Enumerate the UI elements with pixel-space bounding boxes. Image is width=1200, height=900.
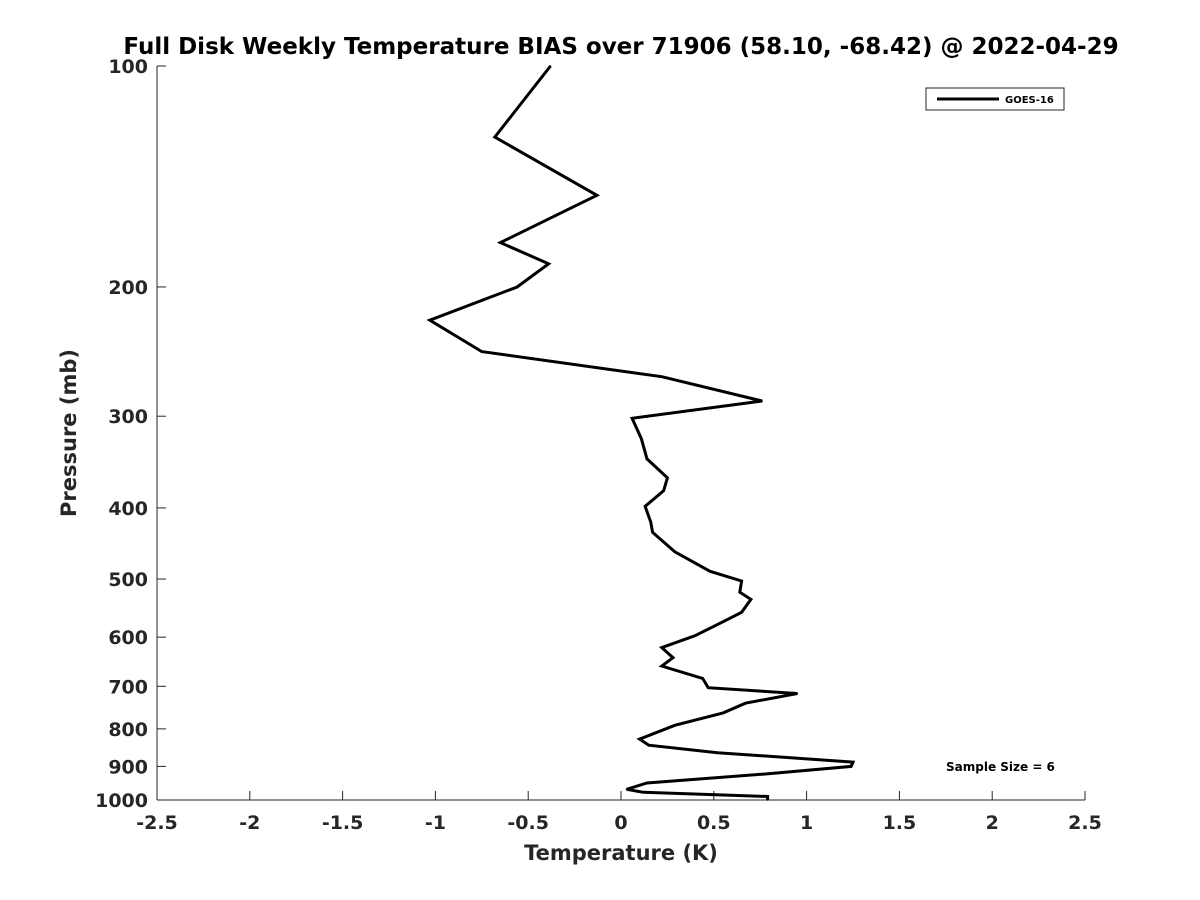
series-point [481, 350, 483, 353]
series-point [661, 646, 663, 649]
y-axis-label: Pressure (mb) [57, 349, 81, 517]
y-tick-label: 300 [108, 406, 148, 428]
series-point [763, 773, 765, 775]
series-point [739, 591, 741, 593]
x-tick-label: -2 [239, 812, 260, 834]
x-tick-label: -1.5 [322, 812, 364, 834]
series-point [740, 611, 743, 614]
series-point [646, 782, 648, 784]
y-tick-label: 900 [108, 756, 148, 778]
series-group [426, 65, 856, 801]
legend-label-goes-16: GOES-16 [1005, 95, 1054, 106]
series-point [646, 458, 648, 460]
series-point [547, 263, 550, 265]
chart-title: Full Disk Weekly Temperature BIAS over 7… [123, 34, 1118, 60]
x-tick-label: 1.5 [883, 812, 917, 834]
series-point [516, 286, 518, 288]
series-point [649, 521, 652, 523]
series-point [549, 65, 552, 67]
series-point [644, 505, 646, 508]
y-tick-label: 700 [108, 676, 148, 698]
series-point [631, 417, 633, 420]
x-tick-label: -2.5 [136, 812, 178, 834]
series-point [740, 580, 743, 582]
x-tick-label: 1 [800, 812, 813, 834]
series-point [761, 400, 763, 402]
series-point [716, 751, 719, 754]
x-tick-label: -1 [425, 812, 446, 834]
x-tick-label: 0 [614, 812, 627, 834]
series-point [707, 686, 709, 689]
y-tick-label: 200 [108, 277, 148, 299]
series-point [638, 738, 641, 740]
series-point [722, 712, 724, 714]
y-tick-label: 800 [108, 719, 148, 741]
y-tick-label: 600 [108, 627, 148, 649]
series-point [744, 702, 747, 704]
series-point [852, 761, 854, 763]
legend: GOES-16 [925, 87, 1065, 111]
series-point [796, 692, 799, 695]
x-tick-label: 2.5 [1068, 812, 1102, 834]
y-tick-label: 400 [108, 498, 148, 520]
series-point [648, 744, 650, 746]
series-point [701, 677, 704, 680]
series-point [651, 531, 654, 534]
y-tick-label: 500 [108, 569, 148, 591]
series-point [661, 375, 663, 378]
series-point [666, 477, 669, 479]
y-ticks-group: 100 200 300 400 500 600 700 800 900 1000 [95, 56, 166, 812]
x-tick-label: 0.5 [697, 812, 731, 834]
series-point [694, 634, 696, 637]
series-point [718, 622, 721, 625]
series-point [766, 795, 769, 798]
x-tick-label: -0.5 [507, 812, 549, 834]
series-point [766, 799, 769, 801]
series-point [672, 656, 674, 659]
x-tick-label: 2 [986, 812, 999, 834]
series-line-goes-16 [426, 65, 856, 800]
series-point [674, 724, 676, 727]
y-tick-label: 100 [108, 56, 148, 78]
series-point [661, 665, 663, 667]
x-axis-label: Temperature (K) [524, 841, 718, 865]
series-point [750, 598, 752, 601]
series-point [640, 438, 643, 440]
series-point [850, 765, 852, 768]
y-tick-label: 1000 [95, 790, 148, 812]
series-point [709, 570, 711, 573]
series-point [662, 489, 665, 492]
series-point [596, 194, 598, 197]
series-point [642, 791, 645, 794]
series-point [494, 136, 496, 138]
series-point [625, 788, 628, 791]
series-point [674, 551, 676, 553]
series-point [429, 319, 431, 322]
series-point [499, 241, 502, 244]
x-ticks-group: -2.5 -2 -1.5 -1 -0.5 0 0.5 1 1.5 2 2.5 [136, 791, 1102, 834]
sample-size-annotation: Sample Size = 6 [946, 760, 1055, 774]
